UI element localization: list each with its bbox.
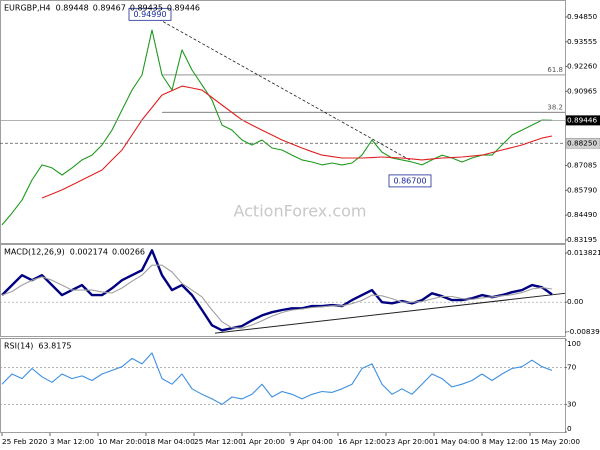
y-tick-label: 30 xyxy=(567,399,577,408)
fib-label: 61.8 xyxy=(547,66,563,74)
series-line xyxy=(41,85,553,199)
fib-label: 38.2 xyxy=(547,103,563,111)
y-tick-label: 0.85790 xyxy=(567,185,598,194)
series-line xyxy=(1,352,553,405)
x-tick-label: 23 Apr 20:00 xyxy=(386,437,434,446)
watermark: ActionForex.com xyxy=(233,202,366,221)
y-tick-label: 0.013821 xyxy=(567,248,600,257)
support-label: 0.88250 xyxy=(567,138,598,147)
panel-reading: 0.002174 xyxy=(70,248,108,257)
panel-frame xyxy=(0,338,566,433)
x-tick-label: 1 Apr 20:00 xyxy=(242,437,285,446)
y-tick-label: 70 xyxy=(567,363,577,372)
y-tick-label: 0 xyxy=(567,424,572,433)
annotation-label: 0.94990 xyxy=(133,10,166,19)
panel-title: RSI(14) xyxy=(4,342,33,351)
y-tick-label: 100 xyxy=(567,339,581,348)
series-line xyxy=(1,249,553,332)
y-tick-label: -0.008397 xyxy=(567,327,600,336)
panel-reading: 0.89448 xyxy=(56,4,89,13)
y-tick-label: 0.90965 xyxy=(567,86,597,95)
x-tick-label: 25 Mar 12:00 xyxy=(194,437,243,446)
panel-reading: 0.89435 xyxy=(130,4,163,13)
x-tick-label: 18 Mar 04:00 xyxy=(146,437,195,446)
panel-reading: 63.8175 xyxy=(38,342,71,351)
panel-reading: 0.00266 xyxy=(112,248,145,257)
y-tick-label: 0.93555 xyxy=(567,37,597,46)
y-tick-label: 0.92260 xyxy=(567,62,598,71)
x-tick-label: 16 Apr 12:00 xyxy=(338,437,386,446)
series-line xyxy=(1,264,553,329)
annotation-label: 0.86700 xyxy=(393,176,426,185)
panel-title: EURGBP,H4 xyxy=(4,4,51,13)
panel-title: MACD(12,26,9) xyxy=(4,248,65,257)
support-tag xyxy=(565,138,600,149)
series-line xyxy=(1,29,553,226)
y-tick-label: 0.83195 xyxy=(567,235,597,244)
x-tick-label: 10 Mar 20:00 xyxy=(98,437,147,446)
y-tick-label: 0.87085 xyxy=(567,161,597,170)
x-tick-label: 25 Feb 2020 xyxy=(2,437,48,446)
x-tick-label: 9 Apr 04:00 xyxy=(290,437,333,446)
panel-frame xyxy=(0,0,566,244)
price-label: 0.89446 xyxy=(567,115,598,124)
x-tick-label: 1 May 04:00 xyxy=(434,437,480,446)
panel-reading: 0.89467 xyxy=(93,4,126,13)
annotation-box xyxy=(388,174,432,188)
panel-frame xyxy=(0,244,566,337)
x-tick-label: 8 May 12:00 xyxy=(482,437,528,446)
price-tag xyxy=(566,115,600,126)
annotation-box xyxy=(128,7,172,21)
y-tick-label: 0.94850 xyxy=(567,12,598,21)
trendline xyxy=(214,292,566,334)
y-tick-label: 0.84490 xyxy=(567,210,598,219)
panel-reading: 0.89446 xyxy=(167,4,200,13)
x-tick-label: 15 May 20:00 xyxy=(530,437,580,446)
y-tick-label: 0.00 xyxy=(567,297,584,306)
x-tick-label: 3 Mar 12:00 xyxy=(50,437,94,446)
